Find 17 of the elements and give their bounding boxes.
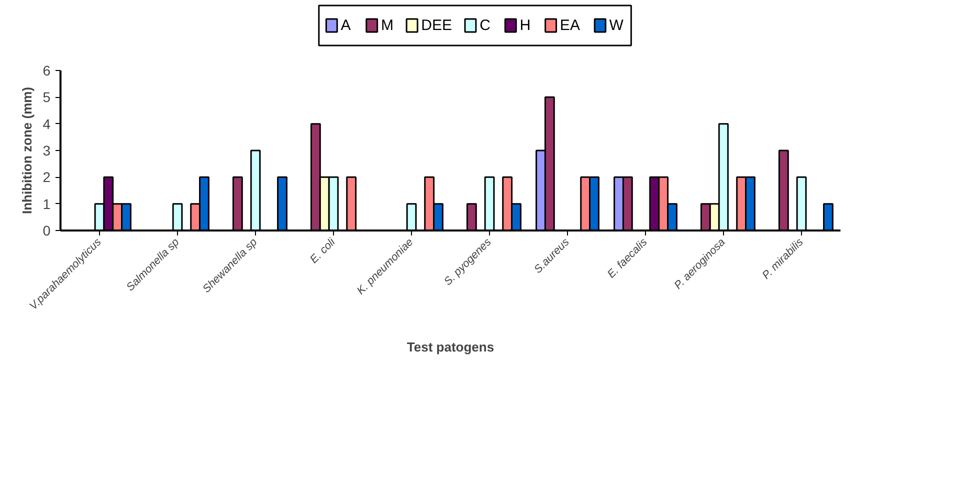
legend-label: M bbox=[380, 17, 394, 34]
y-tick-label: 1 bbox=[42, 196, 51, 212]
y-tick-label: 0 bbox=[42, 222, 51, 238]
x-axis-title: Test patogens bbox=[406, 340, 494, 355]
legend-label: A bbox=[340, 17, 351, 34]
x-tick-label: E. coli bbox=[308, 236, 338, 266]
legend-label: EA bbox=[560, 17, 580, 34]
y-tick-label: 4 bbox=[42, 116, 51, 132]
legend-label: DEE bbox=[421, 17, 452, 34]
legend-label: C bbox=[480, 17, 491, 34]
legend-label: H bbox=[520, 17, 531, 34]
legend-label: W bbox=[609, 17, 624, 34]
y-tick-label: 6 bbox=[42, 62, 51, 78]
y-axis-title: Inhibition zone (mm) bbox=[20, 86, 35, 214]
y-tick-label: 5 bbox=[42, 89, 51, 106]
y-tick-label: 3 bbox=[42, 142, 51, 158]
y-tick-label: 2 bbox=[42, 169, 51, 186]
